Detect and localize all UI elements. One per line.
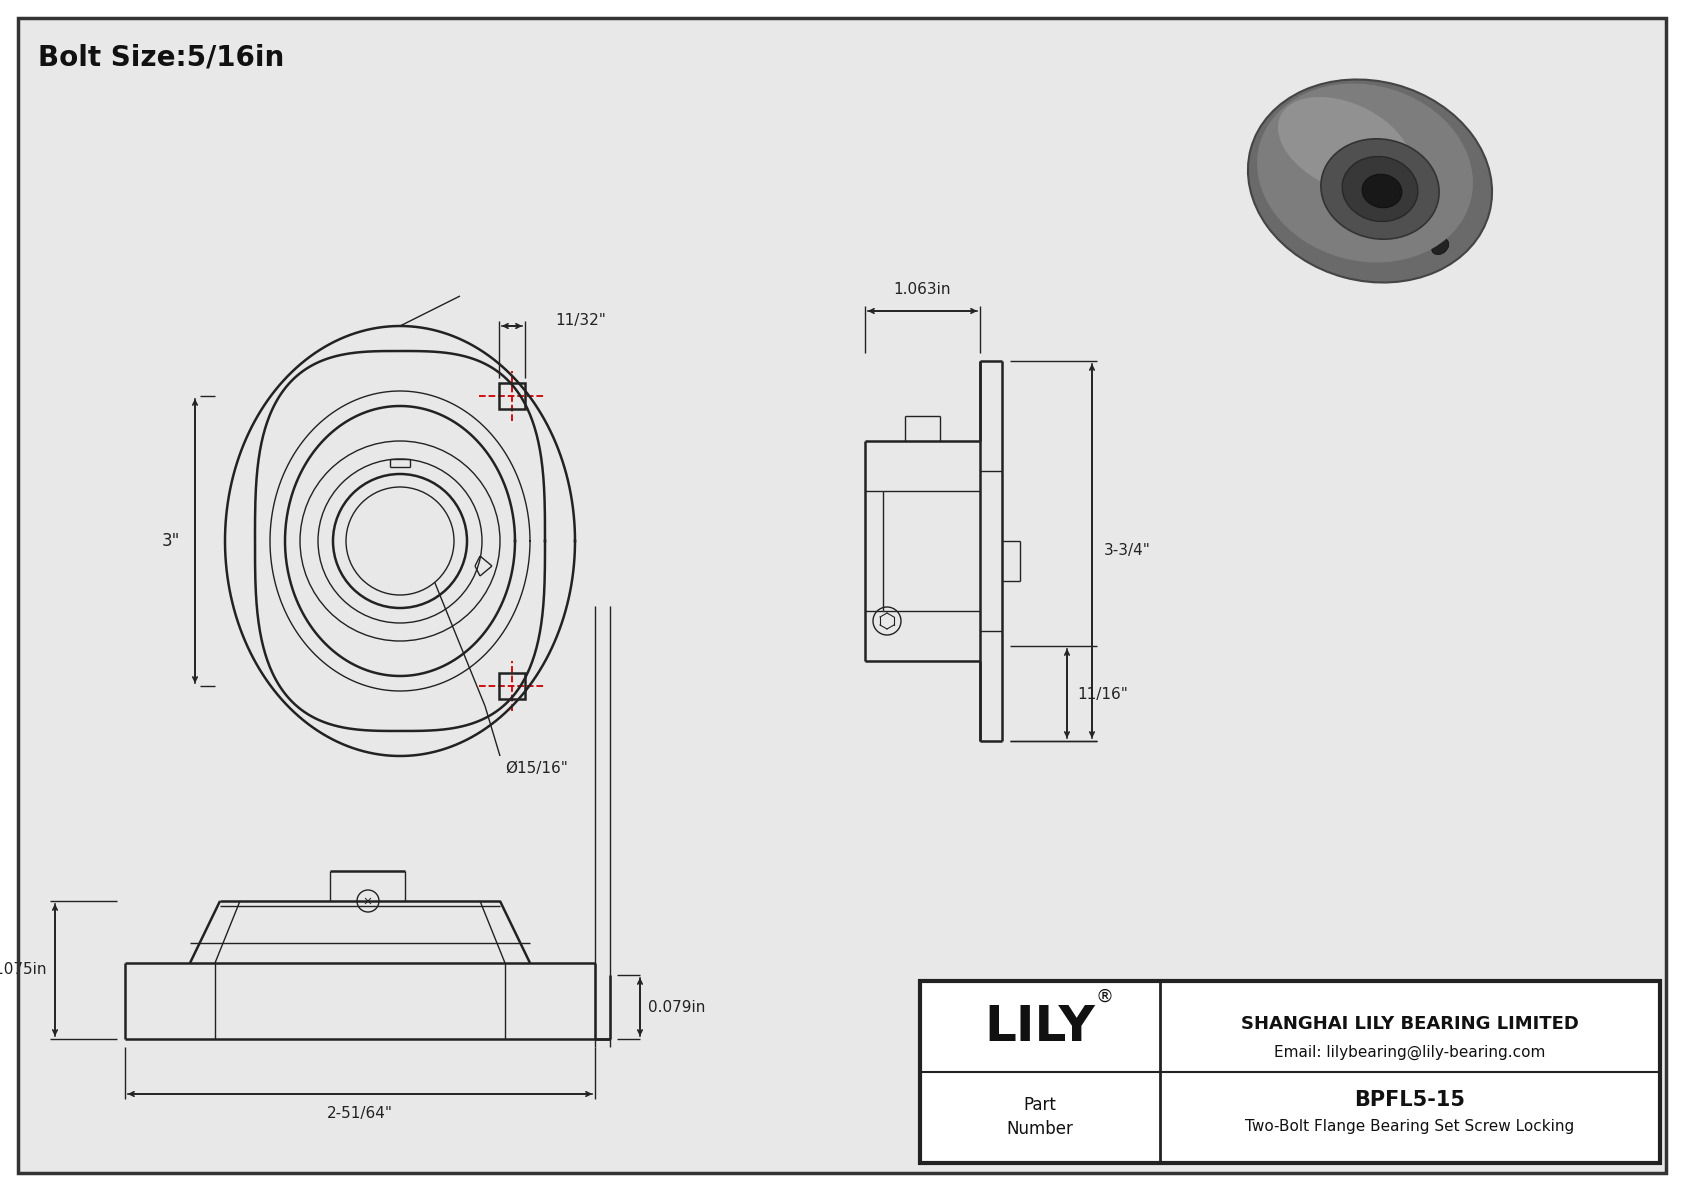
Bar — [498, 384, 525, 409]
Ellipse shape — [1418, 225, 1463, 268]
Bar — [919, 981, 1660, 1162]
Text: 2-51/64": 2-51/64" — [327, 1106, 392, 1121]
Text: 11/32": 11/32" — [556, 313, 606, 329]
Text: Part
Number: Part Number — [1007, 1096, 1073, 1137]
Ellipse shape — [1362, 174, 1401, 207]
Text: 0.079in: 0.079in — [648, 999, 706, 1015]
Ellipse shape — [1278, 96, 1413, 195]
Text: Bolt Size:5/16in: Bolt Size:5/16in — [39, 43, 285, 71]
Text: Two-Bolt Flange Bearing Set Screw Locking: Two-Bolt Flange Bearing Set Screw Lockin… — [1246, 1120, 1575, 1135]
Ellipse shape — [1248, 80, 1492, 282]
Text: 11/16": 11/16" — [1078, 686, 1128, 701]
Text: Email: lilybearing@lily-bearing.com: Email: lilybearing@lily-bearing.com — [1275, 1045, 1546, 1060]
Text: ®: ® — [1096, 989, 1115, 1006]
Ellipse shape — [1342, 156, 1418, 222]
Text: 1.11075in: 1.11075in — [0, 962, 47, 978]
Ellipse shape — [1256, 83, 1474, 262]
Bar — [498, 673, 525, 699]
Bar — [919, 981, 1660, 1162]
Text: 3": 3" — [162, 532, 180, 550]
Text: BPFL5-15: BPFL5-15 — [1354, 1090, 1465, 1110]
Ellipse shape — [1320, 139, 1440, 239]
Text: 1.063in: 1.063in — [893, 282, 951, 297]
Ellipse shape — [1276, 94, 1324, 137]
Text: Ø15/16": Ø15/16" — [505, 761, 568, 777]
Bar — [919, 981, 1660, 1162]
Text: LILY: LILY — [985, 1003, 1095, 1050]
Ellipse shape — [1292, 107, 1308, 124]
Ellipse shape — [1431, 238, 1448, 255]
Text: SHANGHAI LILY BEARING LIMITED: SHANGHAI LILY BEARING LIMITED — [1241, 1015, 1580, 1033]
Text: 3-3/4": 3-3/4" — [1105, 543, 1150, 559]
